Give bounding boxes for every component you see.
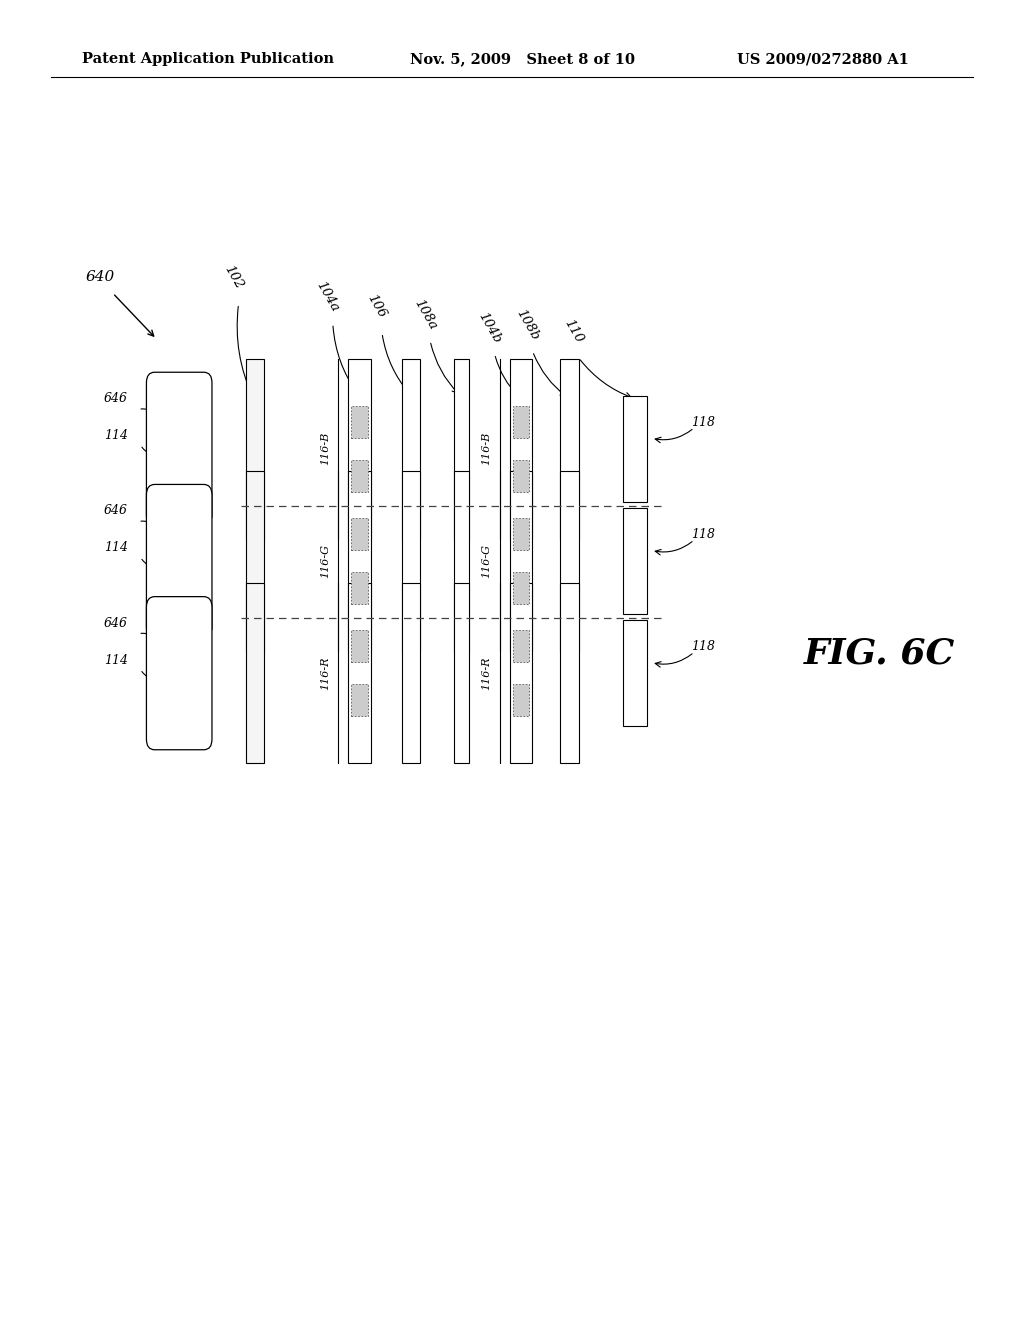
Text: 646: 646: [103, 504, 128, 517]
Bar: [513, 630, 529, 663]
Text: 116-B: 116-B: [481, 432, 492, 466]
Bar: [510, 471, 532, 651]
Text: Nov. 5, 2009   Sheet 8 of 10: Nov. 5, 2009 Sheet 8 of 10: [410, 53, 635, 66]
Text: 110: 110: [561, 317, 586, 346]
Bar: [454, 359, 469, 539]
Bar: [623, 620, 647, 726]
Text: 114: 114: [103, 653, 128, 667]
Text: 116-R: 116-R: [481, 656, 492, 690]
Bar: [513, 684, 529, 717]
Text: 104a: 104a: [313, 280, 342, 314]
Text: 118: 118: [691, 416, 716, 429]
Bar: [510, 359, 532, 539]
Text: FIG. 6C: FIG. 6C: [804, 636, 955, 671]
FancyBboxPatch shape: [146, 372, 212, 525]
Bar: [623, 508, 647, 614]
Bar: [351, 405, 368, 438]
Bar: [560, 583, 579, 763]
Text: 104b: 104b: [475, 310, 504, 345]
Text: Patent Application Publication: Patent Application Publication: [82, 53, 334, 66]
Text: 114: 114: [103, 541, 128, 554]
Bar: [351, 459, 368, 492]
Bar: [402, 471, 420, 651]
Bar: [510, 583, 532, 763]
Text: 640: 640: [86, 271, 115, 284]
Bar: [351, 572, 368, 605]
FancyBboxPatch shape: [146, 597, 212, 750]
Bar: [513, 572, 529, 605]
Bar: [348, 471, 371, 651]
Bar: [348, 583, 371, 763]
Text: 116-R: 116-R: [319, 656, 330, 690]
Bar: [351, 630, 368, 663]
Text: 116-G: 116-G: [319, 544, 330, 578]
Text: 118: 118: [691, 528, 716, 541]
Bar: [246, 583, 264, 763]
Text: 102: 102: [221, 263, 246, 292]
Text: 646: 646: [103, 616, 128, 630]
Bar: [560, 471, 579, 651]
Bar: [246, 471, 264, 651]
Bar: [246, 359, 264, 539]
Bar: [402, 583, 420, 763]
Bar: [402, 359, 420, 539]
Bar: [513, 405, 529, 438]
Bar: [454, 471, 469, 651]
Bar: [351, 517, 368, 550]
FancyBboxPatch shape: [146, 484, 212, 638]
Bar: [623, 396, 647, 502]
Text: 116-G: 116-G: [481, 544, 492, 578]
Bar: [560, 359, 579, 539]
Bar: [513, 517, 529, 550]
Text: 108b: 108b: [513, 308, 542, 342]
Text: 118: 118: [691, 640, 716, 653]
Text: 106: 106: [365, 292, 389, 321]
Text: 116-B: 116-B: [319, 432, 330, 466]
Text: US 2009/0272880 A1: US 2009/0272880 A1: [737, 53, 909, 66]
Text: 646: 646: [103, 392, 128, 405]
Bar: [454, 583, 469, 763]
Text: 114: 114: [103, 429, 128, 442]
Bar: [351, 684, 368, 717]
Text: 108a: 108a: [411, 297, 439, 331]
Bar: [513, 459, 529, 492]
Bar: [348, 359, 371, 539]
